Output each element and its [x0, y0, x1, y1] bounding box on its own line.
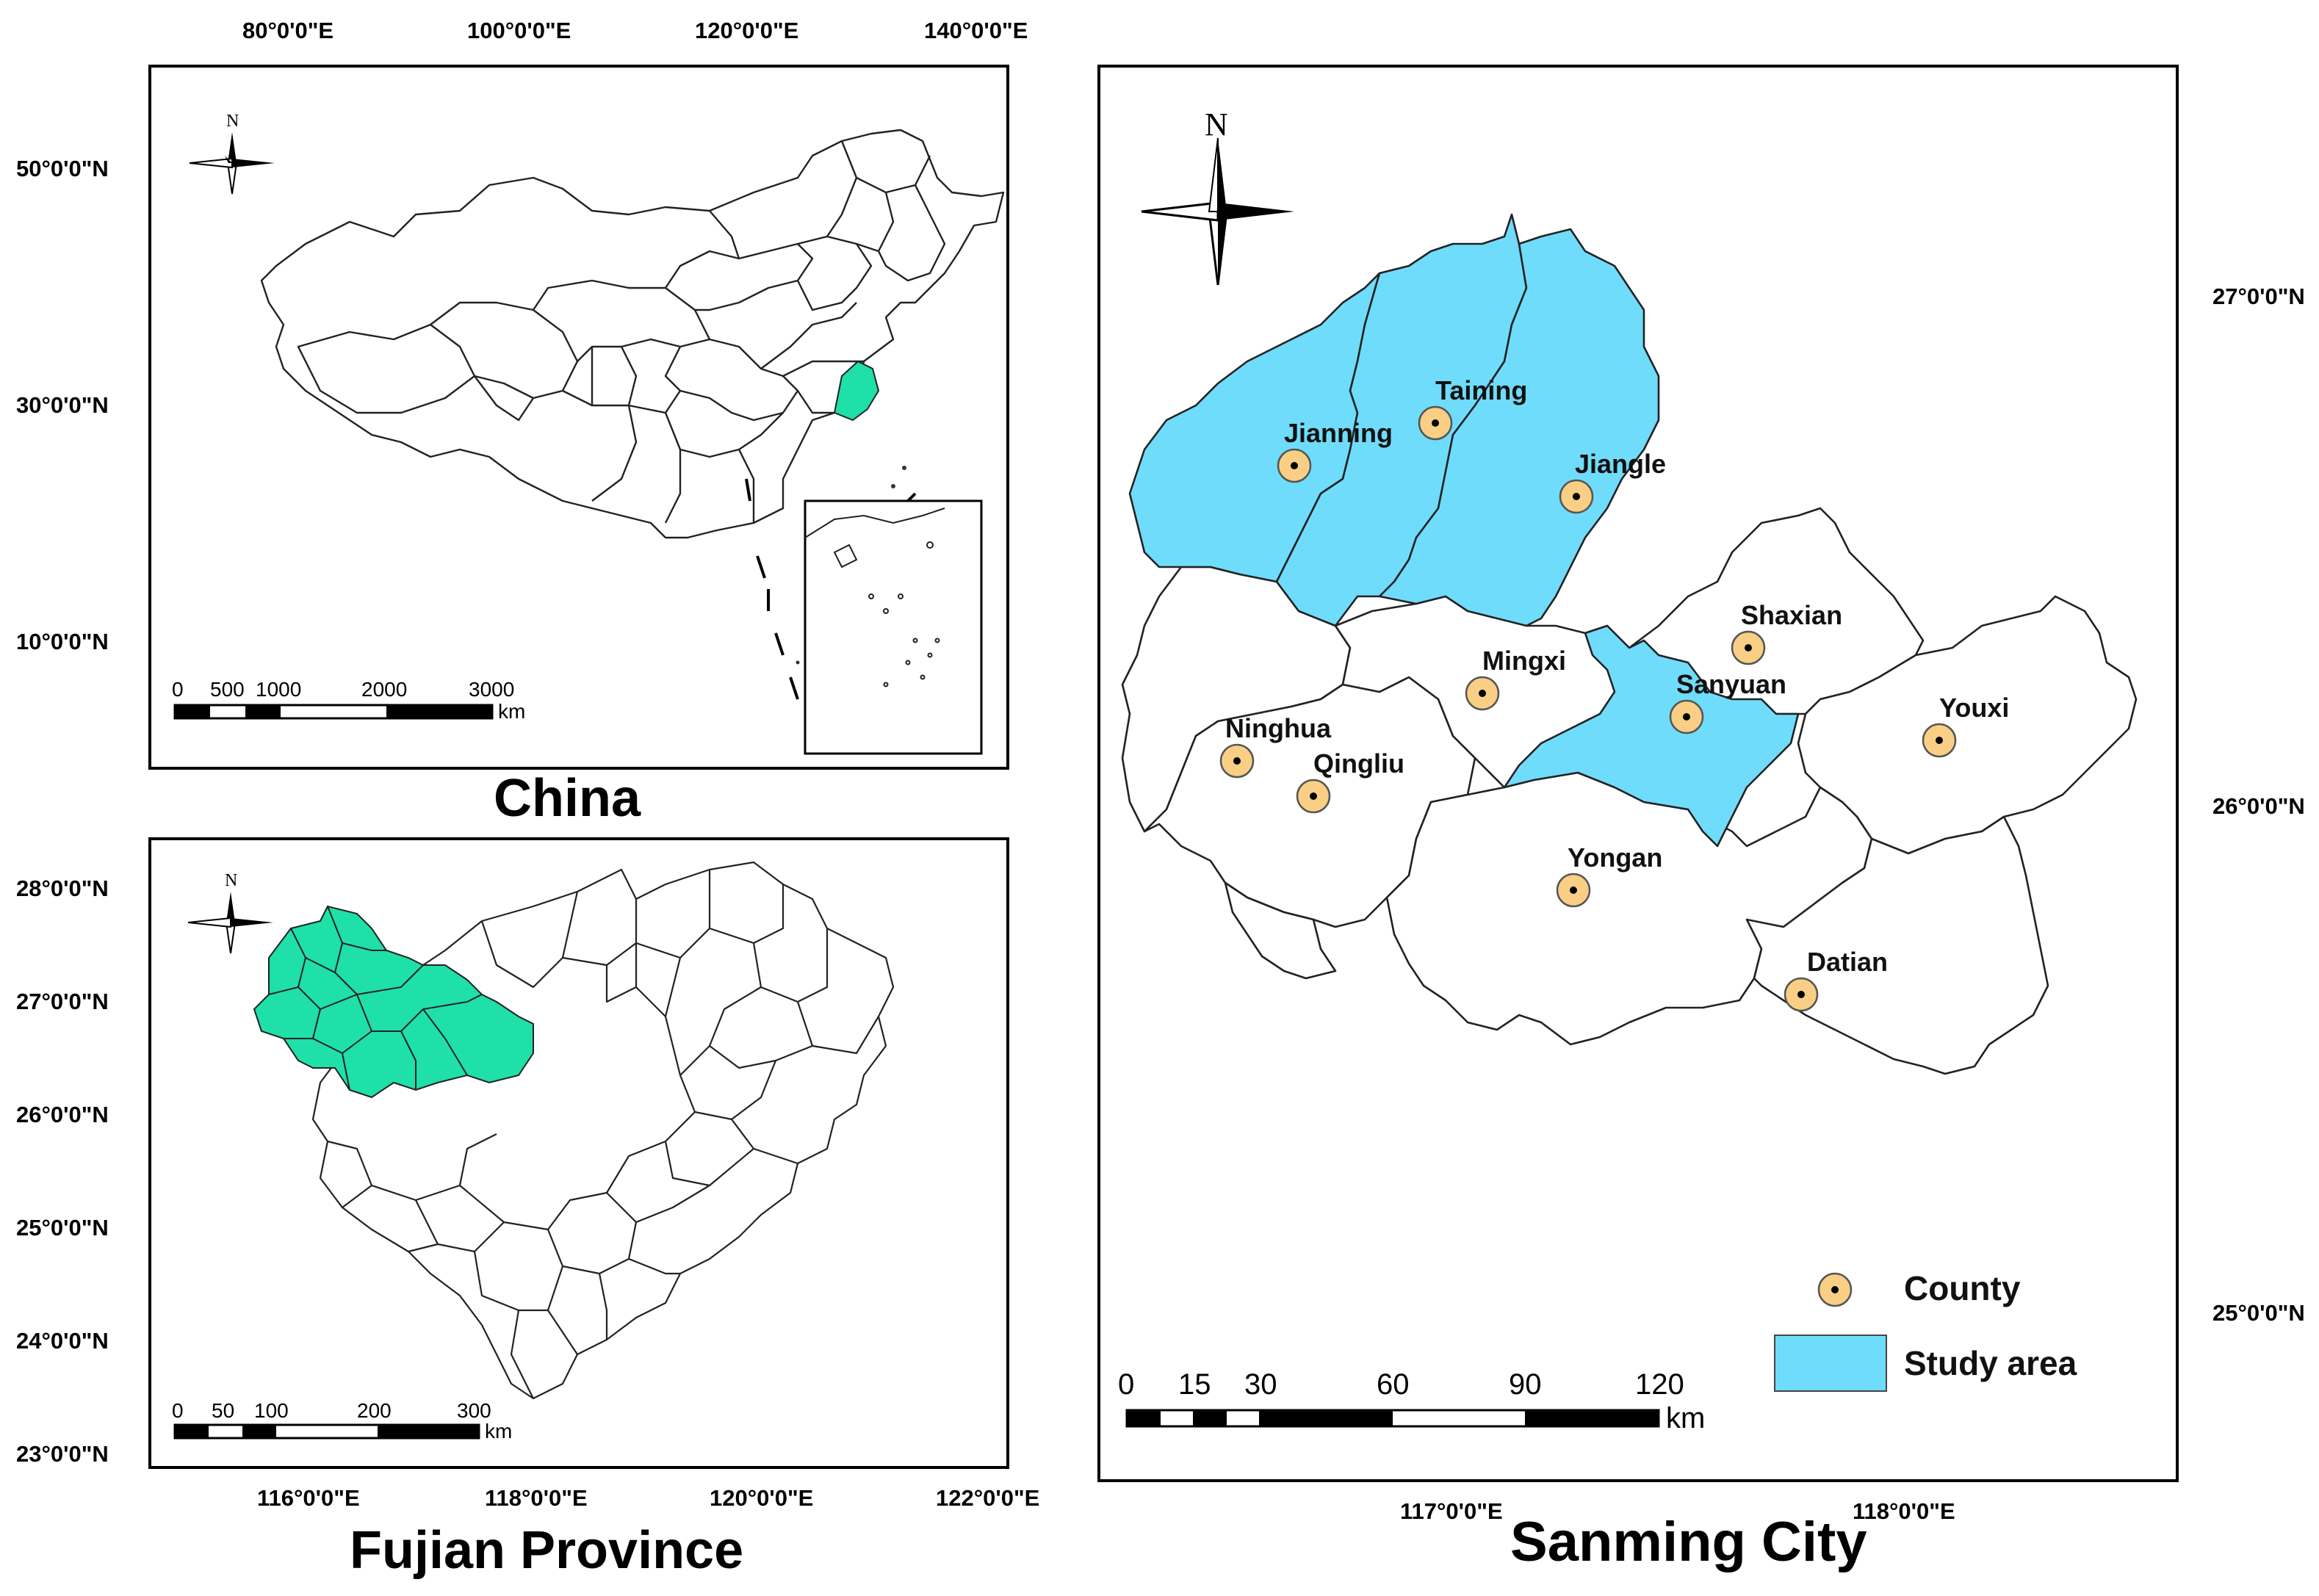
county-marker-mingxi: Mingxi — [1465, 646, 1566, 711]
county-marker-jianning: Jianning — [1277, 418, 1393, 483]
svg-text:Datian: Datian — [1807, 947, 1888, 977]
sanming-study-area — [1128, 213, 1800, 848]
china-scale-label-3000: 3000 — [469, 678, 514, 701]
county-marker-sanyuan: Sanyuan — [1669, 669, 1786, 734]
fujian-scale-label-200: 200 — [357, 1399, 392, 1422]
china-provinces — [260, 129, 1005, 539]
sanming-lat-tick-27: 27°0'0"N — [2212, 284, 2305, 309]
fujian-map-canvas: N — [172, 861, 895, 1442]
county-markers: Taining Jianning Jiangle Shaxian Mingxi … — [1219, 375, 2009, 1012]
china-lon-tick-80: 80°0'0"E — [242, 18, 334, 43]
fujian-scale-label-0: 0 — [172, 1399, 184, 1422]
fujian-scale-label-100: 100 — [254, 1399, 289, 1422]
china-lat-tick-10: 10°0'0"N — [16, 629, 109, 654]
svg-text:N: N — [226, 112, 239, 131]
legend-study-area-label: Study area — [1904, 1344, 2077, 1382]
china-scale-label-1000: 1000 — [256, 678, 301, 701]
legend-study-area-swatch — [1774, 1335, 1887, 1392]
county-marker-jiangle: Jiangle — [1559, 449, 1666, 514]
legend-county-label: County — [1904, 1269, 2021, 1307]
svg-text:Taining: Taining — [1435, 375, 1527, 405]
sanming-map-frame: N — [1097, 65, 2179, 1482]
sanming-scale-label-30: 30 — [1244, 1368, 1277, 1401]
sanming-title: Sanming City — [1510, 1511, 1867, 1573]
fujian-lon-tick-116: 116°0'0"E — [257, 1485, 360, 1511]
legend-county-symbol — [1817, 1272, 1853, 1307]
county-marker-qingliu: Qingliu — [1296, 748, 1404, 814]
china-scale-label-2000: 2000 — [361, 678, 407, 701]
fujian-counties — [311, 861, 895, 1400]
sanming-scale-bar: 0 15 30 60 90 120 km — [1118, 1368, 1705, 1434]
county-marker-taining: Taining — [1418, 375, 1527, 441]
fujian-scale-label-300: 300 — [457, 1399, 491, 1422]
svg-text:Qingliu: Qingliu — [1313, 748, 1404, 779]
sanming-lat-tick-25: 25°0'0"N — [2212, 1300, 2305, 1326]
china-lon-tick-120: 120°0'0"E — [695, 18, 799, 43]
county-marker-ninghua: Ninghua — [1219, 713, 1332, 779]
china-lon-tick-100: 100°0'0"E — [467, 18, 571, 43]
sanming-scale-label-0: 0 — [1118, 1368, 1134, 1401]
sanming-legend: County Study area — [1774, 1269, 2077, 1392]
svg-text:Ninghua: Ninghua — [1225, 713, 1332, 743]
fujian-sanming-highlight — [253, 905, 534, 1099]
china-scale-unit: km — [498, 700, 525, 723]
sanming-lon-tick-118: 118°0'0"E — [1853, 1498, 1955, 1524]
fujian-lat-tick-27: 27°0'0"N — [16, 989, 109, 1014]
china-lon-tick-140: 140°0'0"E — [924, 18, 1028, 43]
fujian-lat-tick-28: 28°0'0"N — [16, 875, 109, 901]
svg-text:Sanyuan: Sanyuan — [1676, 669, 1786, 699]
fujian-map-frame: N — [148, 837, 1009, 1469]
sanming-lat-tick-26: 26°0'0"N — [2212, 793, 2305, 819]
fujian-north-arrow: N — [187, 871, 273, 954]
sanming-scale-unit: km — [1666, 1402, 1705, 1434]
fujian-lat-tick-24: 24°0'0"N — [16, 1328, 109, 1354]
china-map-frame: N — [144, 60, 1009, 770]
fujian-lat-tick-26: 26°0'0"N — [16, 1102, 109, 1127]
sanming-scale-label-120: 120 — [1635, 1368, 1684, 1401]
sanming-scale-label-15: 15 — [1178, 1368, 1211, 1401]
china-scale-label-500: 500 — [210, 678, 245, 701]
china-scale-bar: 0 500 1000 2000 3000 km — [172, 678, 525, 723]
fujian-title: Fujian Province — [350, 1521, 744, 1580]
svg-text:Youxi: Youxi — [1939, 693, 2009, 723]
china-map-canvas: N — [144, 60, 1005, 755]
county-marker-shaxian: Shaxian — [1731, 600, 1842, 665]
sanming-lon-tick-117: 117°0'0"E — [1400, 1498, 1503, 1524]
svg-text:Jianning: Jianning — [1284, 418, 1393, 448]
svg-text:Shaxian: Shaxian — [1741, 600, 1842, 630]
china-inset-box — [804, 499, 983, 755]
china-lat-tick-30: 30°0'0"N — [16, 392, 109, 418]
fujian-lon-tick-118: 118°0'0"E — [485, 1485, 588, 1511]
sanming-north-arrow: N — [1141, 106, 1294, 286]
svg-text:Jiangle: Jiangle — [1575, 449, 1666, 479]
county-marker-datian: Datian — [1784, 947, 1888, 1012]
china-scale-label-0: 0 — [172, 678, 184, 701]
china-fujian-highlight — [833, 360, 880, 422]
china-title: China — [494, 769, 641, 828]
fujian-lon-tick-120: 120°0'0"E — [710, 1485, 814, 1511]
sanming-scale-label-90: 90 — [1509, 1368, 1542, 1401]
china-tick-marks — [144, 60, 295, 176]
svg-text:N: N — [1205, 106, 1228, 142]
china-inset-content — [804, 508, 945, 687]
fujian-scale-label-50: 50 — [212, 1399, 234, 1422]
fujian-scale-bar: 0 50 100 200 300 km — [172, 1399, 512, 1442]
svg-text:Mingxi: Mingxi — [1482, 646, 1566, 676]
fujian-lat-tick-23: 23°0'0"N — [16, 1441, 109, 1467]
china-lat-tick-50: 50°0'0"N — [16, 156, 109, 181]
fujian-lon-tick-122: 122°0'0"E — [936, 1485, 1040, 1511]
county-marker-youxi: Youxi — [1922, 693, 2009, 758]
county-marker-yongan: Yongan — [1556, 842, 1662, 908]
fujian-lat-tick-25: 25°0'0"N — [16, 1215, 109, 1241]
svg-text:Yongan: Yongan — [1568, 842, 1662, 873]
sanming-scale-label-60: 60 — [1377, 1368, 1410, 1401]
sanming-map-canvas: N — [1118, 106, 2138, 1434]
china-north-arrow: N — [189, 112, 275, 195]
svg-text:N: N — [225, 871, 237, 890]
fujian-scale-unit: km — [485, 1420, 512, 1442]
